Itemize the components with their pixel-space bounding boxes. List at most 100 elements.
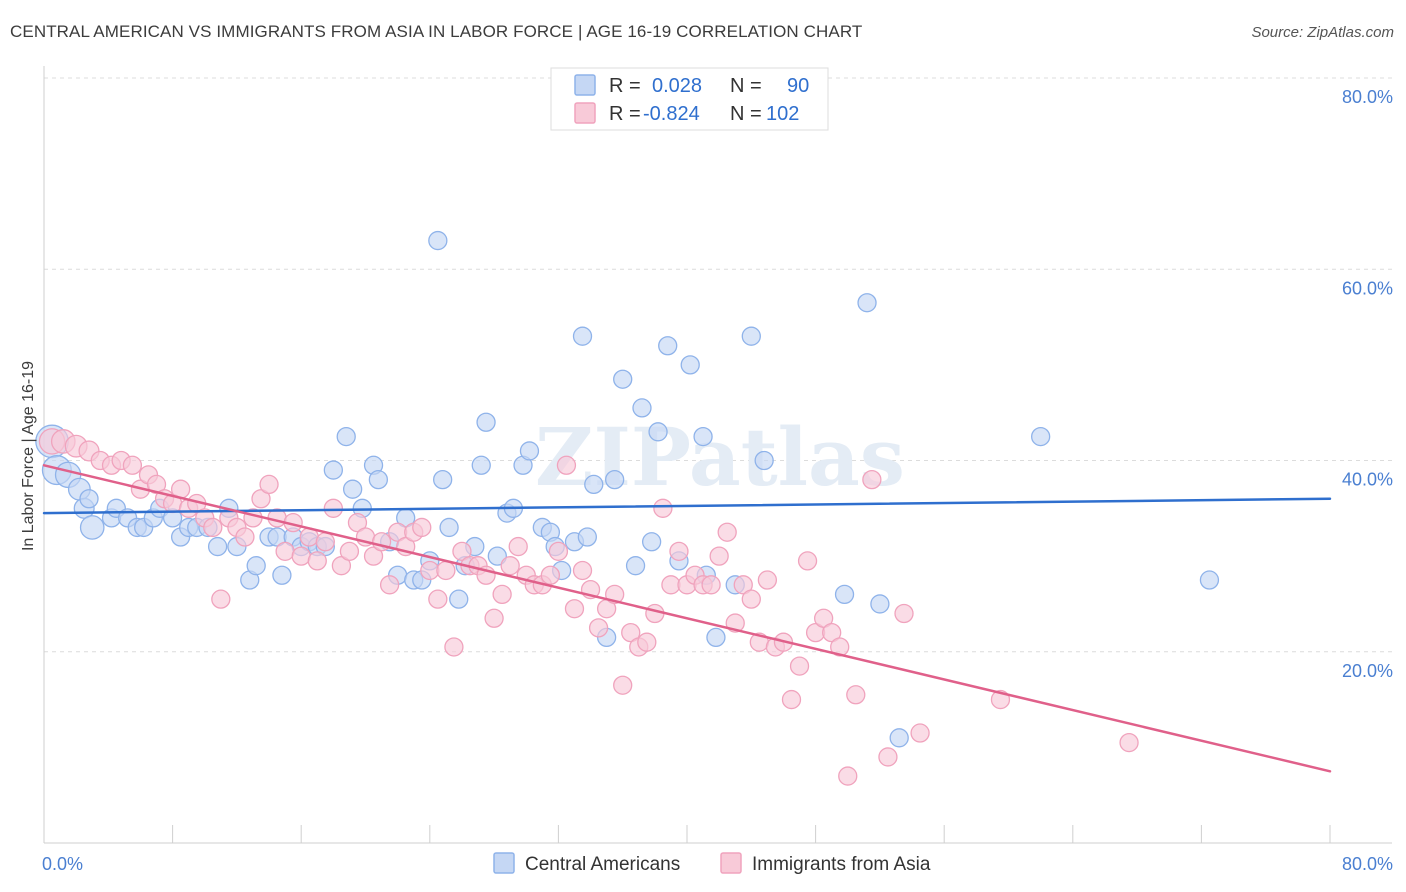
point-asia-immigrant-100 <box>894 603 914 624</box>
point-asia-immigrant-21 <box>235 527 255 547</box>
point-central-american-69 <box>632 398 652 418</box>
point-asia-immigrant-54 <box>500 556 520 576</box>
point-asia-immigrant-89 <box>781 689 802 710</box>
point-central-american-62 <box>572 326 593 346</box>
point-asia-immigrant-35 <box>347 513 368 533</box>
legend-r-value-2: -0.824 <box>643 103 700 125</box>
point-central-american-63 <box>577 527 597 547</box>
point-central-american-86 <box>1199 570 1220 590</box>
point-asia-immigrant-98 <box>862 469 882 490</box>
point-asia-immigrant-81 <box>717 522 737 542</box>
point-asia-immigrant-83 <box>733 575 753 595</box>
point-asia-immigrant-55 <box>508 536 528 557</box>
point-central-american-34 <box>342 479 363 499</box>
point-central-american-82 <box>857 293 877 313</box>
legend-n-value-2: 102 <box>766 103 799 125</box>
point-central-american-80 <box>754 450 774 471</box>
point-central-american-50 <box>471 455 491 475</box>
bottom-legend-swatch-immigrants-from-asia <box>720 852 742 874</box>
point-asia-immigrant-39 <box>379 575 400 595</box>
bottom-legend-label-central-americans: Central Americans <box>525 854 680 875</box>
point-central-american-5 <box>79 489 99 509</box>
y-tick-label-80: 80.0% <box>1342 87 1393 107</box>
point-asia-immigrant-45 <box>428 589 448 609</box>
point-asia-immigrant-103 <box>1119 732 1139 753</box>
point-central-american-26 <box>272 565 292 585</box>
point-central-american-64 <box>584 474 604 495</box>
point-asia-immigrant-59 <box>540 565 561 585</box>
point-asia-immigrant-65 <box>588 618 609 638</box>
point-asia-immigrant-97 <box>846 685 866 705</box>
legend-swatch-immigrants-from-asia <box>574 102 596 124</box>
legend-r-label-2: R = <box>609 103 641 125</box>
point-central-american-37 <box>368 469 389 490</box>
point-asia-immigrant-68 <box>613 675 633 695</box>
point-central-american-79 <box>741 326 761 346</box>
point-central-american-74 <box>680 355 700 375</box>
point-asia-immigrant-52 <box>484 608 504 628</box>
point-asia-immigrant-94 <box>822 622 842 643</box>
point-asia-immigrant-61 <box>556 455 577 475</box>
legend-r-value-1: 0.028 <box>652 75 702 97</box>
y-tick-label-20: 20.0% <box>1342 661 1393 681</box>
point-asia-immigrant-17 <box>203 517 223 538</box>
point-asia-immigrant-72 <box>645 603 665 624</box>
point-central-american-67 <box>613 369 633 389</box>
x-tick-label-min: 0.0% <box>42 854 83 874</box>
x-tick-label-max: 80.0% <box>1342 854 1393 874</box>
point-central-american-6 <box>79 515 105 540</box>
point-asia-immigrant-28 <box>291 546 311 566</box>
legend-swatch-central-americans <box>574 74 596 96</box>
point-asia-immigrant-7 <box>122 455 143 475</box>
chart-source: Source: ZipAtlas.com <box>1251 24 1394 41</box>
point-central-american-72 <box>658 336 678 356</box>
point-central-american-33 <box>336 426 356 447</box>
tick-labels: 20.0% 40.0% 60.0% 80.0% 0.0% 80.0% <box>42 87 1393 874</box>
point-asia-immigrant-60 <box>548 541 569 561</box>
point-central-american-83 <box>870 594 890 614</box>
point-asia-immigrant-96 <box>838 766 858 786</box>
point-central-american-46 <box>439 517 459 538</box>
point-asia-immigrant-47 <box>444 637 464 657</box>
point-central-american-51 <box>476 412 496 432</box>
point-central-american-47 <box>449 589 469 609</box>
point-asia-immigrant-32 <box>323 498 344 518</box>
point-central-american-23 <box>246 556 266 576</box>
point-asia-immigrant-37 <box>363 546 384 566</box>
point-asia-immigrant-93 <box>813 608 834 628</box>
trend-line-immigrants-from-asia <box>42 464 1332 773</box>
point-asia-immigrant-80 <box>709 546 729 566</box>
point-central-american-32 <box>323 460 344 480</box>
point-asia-immigrant-101 <box>910 723 930 743</box>
bottom-legend: Central Americans Immigrants from Asia <box>493 852 931 875</box>
point-asia-immigrant-23 <box>251 489 271 509</box>
legend-n-label-2: N = <box>730 103 762 125</box>
point-asia-immigrant-46 <box>436 560 456 581</box>
grid-lines <box>44 77 1392 653</box>
point-central-american-85 <box>1031 426 1051 447</box>
y-axis-label: In Labor Force | Age 16-19 <box>20 361 37 551</box>
point-asia-immigrant-30 <box>307 551 327 571</box>
point-central-american-84 <box>889 728 909 748</box>
point-central-american-68 <box>625 556 646 576</box>
point-asia-immigrant-75 <box>669 541 689 561</box>
point-asia-immigrant-86 <box>757 570 778 590</box>
point-asia-immigrant-34 <box>339 541 360 561</box>
chart-title: CENTRAL AMERICAN VS IMMIGRANTS FROM ASIA… <box>10 22 863 41</box>
series-immigrants-from-asia <box>38 428 1139 786</box>
trend-lines <box>42 464 1332 773</box>
trend-line-central-americans <box>42 497 1332 515</box>
legend-n-label-1: N = <box>730 75 762 97</box>
point-asia-immigrant-53 <box>492 584 512 605</box>
point-asia-immigrant-31 <box>315 532 335 552</box>
bottom-legend-label-immigrants-from-asia: Immigrants from Asia <box>752 854 931 875</box>
point-asia-immigrant-69 <box>621 622 641 643</box>
point-asia-immigrant-26 <box>275 541 295 561</box>
point-asia-immigrant-24 <box>259 474 279 495</box>
point-asia-immigrant-73 <box>653 498 673 518</box>
legend-n-value-1: 90 <box>787 75 809 97</box>
legend-r-label-1: R = <box>609 75 641 97</box>
point-asia-immigrant-79 <box>701 575 721 595</box>
point-central-american-19 <box>207 536 228 557</box>
point-central-american-66 <box>605 469 625 490</box>
